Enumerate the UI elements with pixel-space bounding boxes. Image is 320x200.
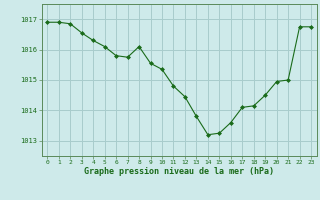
- X-axis label: Graphe pression niveau de la mer (hPa): Graphe pression niveau de la mer (hPa): [84, 167, 274, 176]
